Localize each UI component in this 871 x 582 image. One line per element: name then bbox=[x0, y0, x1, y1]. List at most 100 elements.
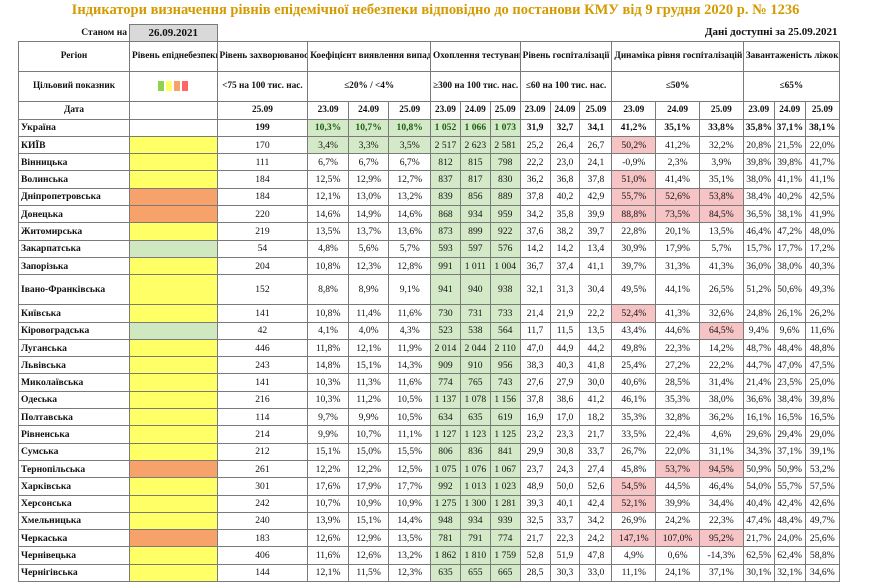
table-row: Одеська 216 10,3% 11,2% 10,5% 1 137 1 078 1 156… bbox=[17, 390, 841, 410]
oxygen-value: 26,1% bbox=[773, 304, 806, 323]
testing-value: 839 bbox=[430, 187, 461, 207]
testing-value: 774 bbox=[430, 373, 461, 392]
oxygen-value: 32,1% bbox=[773, 563, 806, 582]
detection-value: 3,3% bbox=[347, 135, 390, 155]
morbidity-value: 183 bbox=[216, 529, 309, 548]
detection-value: 12,1% bbox=[307, 187, 349, 207]
oxygen-value: 15,7% bbox=[742, 239, 775, 258]
hospitalization-value: 37,6 bbox=[519, 222, 551, 241]
table-row: КИЇВ 170 3,4% 3,3% 3,5% 2 517 2 623 2 581 25,2 26… bbox=[17, 135, 841, 155]
indicators-table: Станом на 26.09.2021 Дані доступні за 25… bbox=[17, 23, 841, 582]
detection-value: 11,6% bbox=[388, 304, 432, 323]
table-row: Дніпропетровська 184 12,1% 13,0% 13,2% 839 856… bbox=[17, 187, 841, 207]
testing-value: 1 004 bbox=[489, 256, 521, 276]
dynamics-value: 0,6% bbox=[655, 546, 700, 565]
table-row: Закарпатська 54 4,8% 5,6% 5,7% 593 597 576 14,2 1… bbox=[17, 239, 841, 258]
testing-value: 635 bbox=[430, 563, 461, 582]
date-cell: 24.09 bbox=[549, 101, 581, 120]
testing-value: 730 bbox=[430, 304, 461, 323]
dynamics-value: 33,8% bbox=[698, 118, 744, 137]
testing-value: 1 052 bbox=[430, 118, 461, 137]
oxygen-value: 38,1% bbox=[773, 205, 806, 224]
detection-value: 4,0% bbox=[347, 321, 390, 340]
oxygen-value: 38,0% bbox=[773, 256, 806, 276]
dynamics-value: 25,4% bbox=[611, 356, 657, 375]
testing-value: 922 bbox=[489, 222, 521, 241]
detection-value: 9,9% bbox=[347, 408, 390, 427]
region-name: Тернопільська bbox=[17, 459, 131, 479]
detection-value: 11,5% bbox=[347, 563, 390, 582]
page-title: Індикатори визначення рівнів епідемічної… bbox=[71, 2, 800, 18]
testing-value: 1 066 bbox=[459, 118, 491, 137]
region-name: Кіровоградська bbox=[17, 321, 131, 340]
hospitalization-value: 42,9 bbox=[579, 187, 613, 207]
region-name: Вінницька bbox=[17, 153, 131, 172]
date-cell: 25.09 bbox=[489, 101, 521, 120]
table-row: Тернопільська 261 12,2% 12,2% 12,5% 1 075 1 07… bbox=[17, 459, 841, 479]
hospitalization-value: 13,4 bbox=[579, 239, 613, 258]
oxygen-value: 62,4% bbox=[773, 546, 806, 565]
detection-value: 13,5% bbox=[388, 529, 432, 548]
hospitalization-value: 28,5 bbox=[519, 563, 551, 582]
hospitalization-value: 32,1 bbox=[519, 274, 551, 306]
oxygen-value: 34,6% bbox=[804, 563, 841, 582]
detection-value: 13,9% bbox=[307, 511, 349, 531]
oxygen-value: 41,7% bbox=[804, 153, 841, 172]
oxygen-value: 39,1% bbox=[804, 442, 841, 461]
level-indicator bbox=[129, 135, 218, 155]
hospitalization-value: 47,0 bbox=[519, 338, 551, 358]
table-body: Україна 199 10,3% 10,7% 10,8% 1 052 1 066 1 073… bbox=[17, 118, 841, 582]
hospitalization-value: 11,5 bbox=[549, 321, 581, 340]
hospitalization-value: 36,2 bbox=[519, 170, 551, 189]
dynamics-value: 22,3% bbox=[655, 338, 700, 358]
detection-value: 10,3% bbox=[307, 118, 349, 137]
table-row: Черкаська 183 12,6% 12,9% 13,5% 781 791 774 21,7… bbox=[17, 529, 841, 548]
table-row: Луганська 446 11,8% 12,1% 11,9% 2 014 2 044 2 1… bbox=[17, 338, 841, 358]
table-row: Івано-Франківська 152 8,8% 8,9% 9,1% 941 940 93… bbox=[17, 274, 841, 306]
date-cell: 25.09 bbox=[804, 101, 841, 120]
oxygen-value: 47,5% bbox=[804, 356, 841, 375]
testing-value: 1 810 bbox=[459, 546, 491, 565]
hospitalization-value: 27,6 bbox=[519, 373, 551, 392]
hospitalization-value: 21,7 bbox=[519, 529, 551, 548]
dynamics-value: 3,9% bbox=[698, 153, 744, 172]
oxygen-value: 39,8% bbox=[773, 153, 806, 172]
date-cell: 25.09 bbox=[388, 101, 432, 120]
hospitalization-value: 47,8 bbox=[579, 546, 613, 565]
detection-value: 9,1% bbox=[388, 274, 432, 306]
table-row: Кіровоградська 42 4,1% 4,0% 4,3% 523 538 564 11,… bbox=[17, 321, 841, 340]
level-indicator bbox=[129, 205, 218, 224]
dynamics-value: 30,9% bbox=[611, 239, 657, 258]
hospitalization-value: 52,8 bbox=[519, 546, 551, 565]
testing-value: 940 bbox=[459, 274, 491, 306]
morbidity-value: 152 bbox=[216, 274, 309, 306]
dynamics-value: 107,0% bbox=[655, 529, 700, 548]
oxygen-value: 36,6% bbox=[742, 390, 775, 410]
morbidity-value: 111 bbox=[216, 153, 309, 172]
as-of-date: 26.09.2021 bbox=[129, 23, 218, 43]
hospitalization-value: 39,7 bbox=[579, 222, 613, 241]
dynamics-value: 20,1% bbox=[655, 222, 700, 241]
detection-value: 12,8% bbox=[388, 256, 432, 276]
detection-value: 4,3% bbox=[388, 321, 432, 340]
detection-value: 15,0% bbox=[347, 442, 390, 461]
detection-value: 13,2% bbox=[388, 187, 432, 207]
testing-value: 956 bbox=[489, 356, 521, 375]
oxygen-value: 49,3% bbox=[804, 274, 841, 306]
oxygen-value: 17,7% bbox=[773, 239, 806, 258]
testing-value: 731 bbox=[459, 304, 491, 323]
morbidity-value: 114 bbox=[216, 408, 309, 427]
region-name: Черкаська bbox=[17, 529, 131, 548]
level-indicator bbox=[129, 321, 218, 340]
detection-value: 12,3% bbox=[347, 256, 390, 276]
table-row: Київська 141 10,8% 11,4% 11,6% 730 731 733 21,4 2… bbox=[17, 304, 841, 323]
dynamics-value: 26,7% bbox=[611, 442, 657, 461]
oxygen-value: 47,4% bbox=[742, 511, 775, 531]
testing-value: 2 517 bbox=[430, 135, 461, 155]
detection-value: 12,9% bbox=[347, 170, 390, 189]
testing-value: 655 bbox=[459, 563, 491, 582]
detection-value: 17,6% bbox=[307, 477, 349, 496]
dynamics-value: 46,1% bbox=[611, 390, 657, 410]
dynamics-value: 44,1% bbox=[655, 274, 700, 306]
oxygen-value: 48,8% bbox=[804, 338, 841, 358]
